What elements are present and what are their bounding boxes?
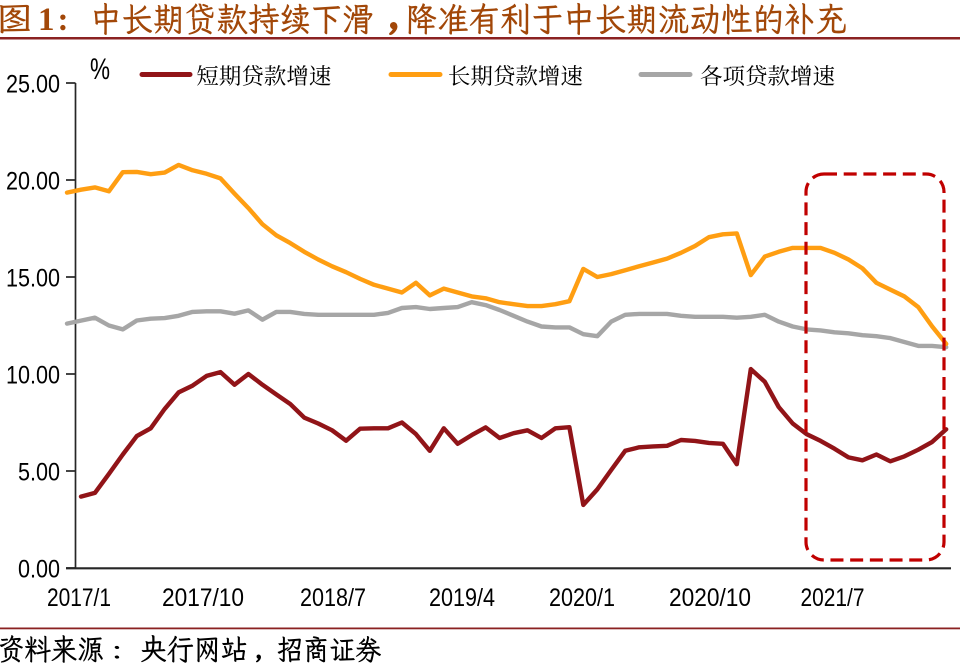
svg-text:2019/4: 2019/4 [429, 585, 495, 612]
svg-text:2017/10: 2017/10 [162, 585, 244, 612]
svg-text::: : [58, 2, 69, 38]
svg-text:15.00: 15.00 [6, 265, 60, 292]
svg-text:%: % [90, 53, 110, 86]
svg-text:2017/1: 2017/1 [47, 585, 111, 612]
svg-text:25.00: 25.00 [6, 71, 60, 98]
svg-text:1: 1 [38, 2, 55, 38]
svg-text:2021/7: 2021/7 [801, 585, 865, 612]
svg-text:20.00: 20.00 [6, 168, 60, 195]
svg-text:2018/7: 2018/7 [300, 585, 366, 612]
svg-text:2020/1: 2020/1 [549, 585, 615, 612]
svg-text:5.00: 5.00 [18, 459, 60, 486]
svg-text:2020/10: 2020/10 [669, 585, 751, 612]
svg-text:10.00: 10.00 [6, 362, 60, 389]
svg-text:0.00: 0.00 [18, 556, 60, 583]
